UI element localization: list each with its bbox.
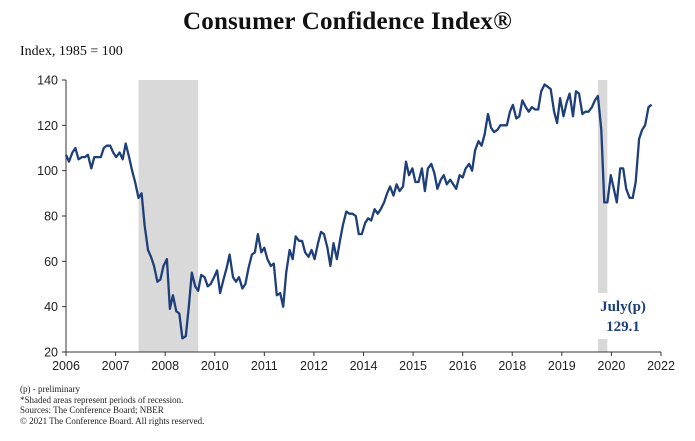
y-tick-label: 20 — [44, 346, 58, 360]
y-axis-label: Index, 1985 = 100 — [20, 44, 123, 59]
y-tick-label: 120 — [37, 119, 58, 133]
recession-band-2 — [597, 80, 608, 352]
y-tick-label: 80 — [44, 210, 58, 224]
x-tick-label: 2015 — [399, 359, 427, 373]
callout-month-label: July(p) — [600, 299, 646, 315]
x-tick-label: 2020 — [598, 359, 626, 373]
footnote-copyright: © 2021 The Conference Board. All rights … — [20, 415, 205, 426]
footnote-preliminary: (p) - preliminary — [20, 384, 80, 394]
x-tick-label: 2022 — [647, 359, 675, 373]
x-tick-label: 2014 — [350, 359, 378, 373]
x-tick-label: 2011 — [251, 359, 278, 373]
x-tick-label: 2019 — [548, 359, 576, 373]
callout-value-label: 129.1 — [606, 319, 640, 335]
x-tick-label: 2007 — [102, 359, 130, 373]
x-tick-label: 2010 — [201, 359, 229, 373]
x-tick-label: 2008 — [151, 359, 179, 373]
footnotes: (p) - preliminary *Shaded areas represen… — [20, 384, 204, 426]
y-tick-label: 140 — [37, 74, 58, 88]
footnote-recession: *Shaded areas represent periods of reces… — [20, 394, 184, 405]
series-line-1 — [64, 83, 653, 340]
x-tick-label: 2018 — [498, 359, 526, 373]
chart-title: Consumer Confidence Index® — [183, 8, 512, 35]
x-tick-label: 2016 — [449, 359, 477, 373]
footnote-sources: Sources: The Conference Board; NBER — [20, 405, 164, 415]
y-tick-label: 100 — [37, 164, 58, 178]
callout-box — [593, 293, 649, 339]
y-tick-label: 40 — [44, 300, 58, 314]
y-tick-label: 60 — [44, 255, 58, 269]
x-tick-label: 2006 — [52, 359, 80, 373]
x-tick-label: 2012 — [300, 359, 328, 373]
